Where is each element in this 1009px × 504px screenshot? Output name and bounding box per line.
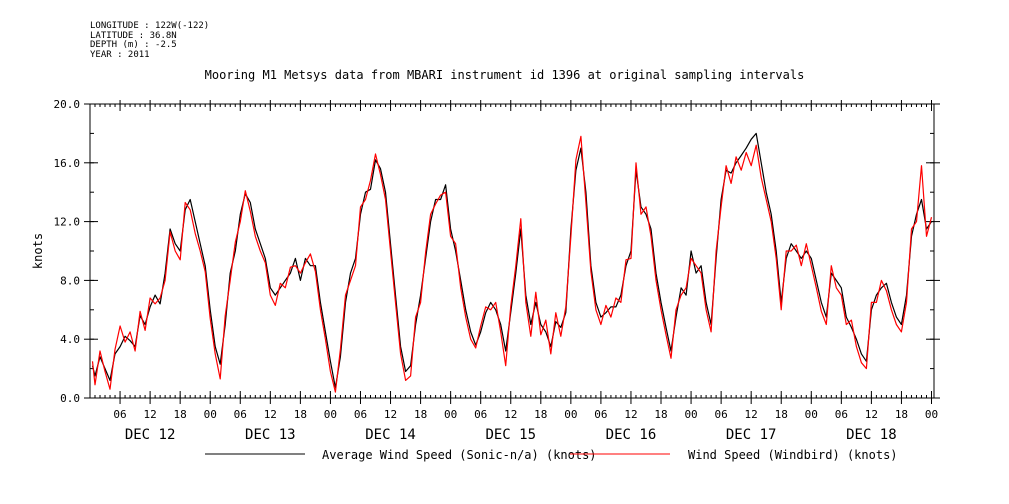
x-day-label: DEC 15 xyxy=(485,427,536,443)
legend-label-windbird: Wind Speed (Windbird) (knots) xyxy=(688,448,898,462)
x-day-label: DEC 12 xyxy=(125,427,176,443)
x-tick-label: 06 xyxy=(474,408,487,421)
y-tick-label: 20.0 xyxy=(54,98,81,111)
x-tick-label: 00 xyxy=(204,408,217,421)
x-tick-label: 12 xyxy=(384,408,397,421)
y-tick-label: 16.0 xyxy=(54,157,81,170)
x-day-label: DEC 13 xyxy=(245,427,296,443)
plot-frame xyxy=(89,103,935,399)
x-tick-label: 00 xyxy=(444,408,457,421)
x-tick-label: 12 xyxy=(143,408,156,421)
x-tick-label: 12 xyxy=(504,408,517,421)
legend-label-average: Average Wind Speed (Sonic-n/a) (knots) xyxy=(322,448,597,462)
x-day-label: DEC 18 xyxy=(846,427,897,443)
x-tick-label: 18 xyxy=(895,408,908,421)
series-line-wind-speed-windbird xyxy=(91,135,933,393)
x-tick-label: 12 xyxy=(745,408,758,421)
y-tick-label: 8.0 xyxy=(60,274,80,287)
x-tick-label: 00 xyxy=(324,408,337,421)
metadata-block: LONGITUDE : 122W(-122) LATITUDE : 36.8N … xyxy=(90,21,210,60)
x-tick-label: 06 xyxy=(594,408,607,421)
x-tick-label: 18 xyxy=(414,408,427,421)
y-tick-label: 0.0 xyxy=(60,392,80,405)
x-tick-label: 18 xyxy=(775,408,788,421)
x-tick-label: 00 xyxy=(684,408,697,421)
longitude-label: LONGITUDE : 122W(-122) xyxy=(90,21,210,31)
x-tick-label: 12 xyxy=(865,408,878,421)
x-day-label: DEC 17 xyxy=(726,427,777,443)
x-axis: 06 12 18 00 06 12 18 00 06 12 18 00 06 12 18 00 06 12 18 00… xyxy=(113,100,938,443)
y-axis: 0.0 4.0 8.0 12.0 16.0 20.0 xyxy=(54,98,940,405)
year-label: YEAR : 2011 xyxy=(90,49,150,60)
x-day-label: DEC 16 xyxy=(606,427,657,443)
x-tick-label: 00 xyxy=(564,408,577,421)
x-tick-label: 06 xyxy=(835,408,848,421)
series-lines xyxy=(91,132,933,393)
x-tick-label: 06 xyxy=(354,408,367,421)
x-day-label: DEC 14 xyxy=(365,427,416,443)
series-line-average-wind-speed xyxy=(91,132,932,389)
y-tick-label: 12.0 xyxy=(54,216,81,229)
x-tick-label: 12 xyxy=(624,408,637,421)
x-tick-label: 18 xyxy=(654,408,667,421)
y-tick-label: 4.0 xyxy=(60,333,80,346)
y-axis-label: knots xyxy=(31,233,45,269)
depth-label: DEPTH (m) : -2.5 xyxy=(90,40,177,50)
legend: Average Wind Speed (Sonic-n/a) (knots) Wi… xyxy=(205,448,898,462)
x-tick-label: 18 xyxy=(174,408,187,421)
x-tick-label: 00 xyxy=(805,408,818,421)
chart-title: Mooring M1 Metsys data from MBARI instru… xyxy=(204,68,805,82)
x-tick-label: 00 xyxy=(925,408,938,421)
latitude-label: LATITUDE : 36.8N xyxy=(90,30,177,41)
x-tick-label: 06 xyxy=(113,408,126,421)
x-tick-label: 06 xyxy=(234,408,247,421)
x-tick-label: 12 xyxy=(264,408,277,421)
x-tick-label: 18 xyxy=(534,408,547,421)
x-tick-label: 06 xyxy=(714,408,727,421)
x-tick-label: 18 xyxy=(294,408,307,421)
